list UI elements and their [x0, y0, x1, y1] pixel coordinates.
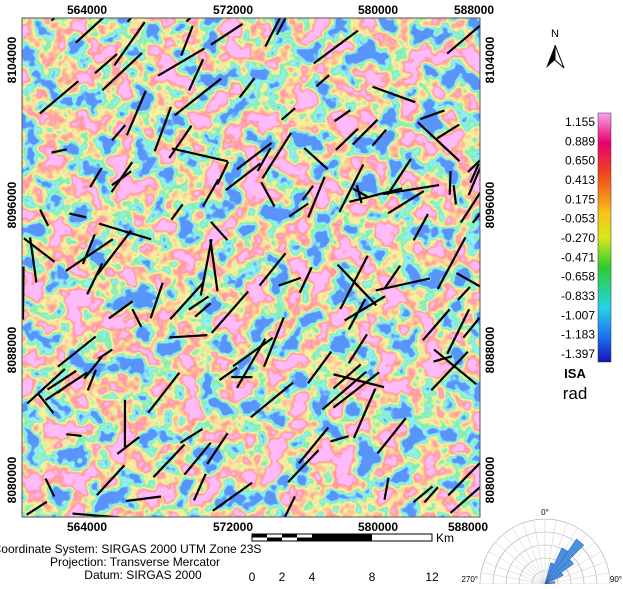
- legend-label: 1.155: [565, 115, 595, 129]
- projection: Projection: Transverse Mercator: [50, 555, 220, 569]
- legend-label: -0.053: [561, 212, 595, 226]
- legend-title: ISA: [564, 366, 586, 381]
- x-label-top: 572000: [213, 3, 253, 17]
- legend-label: -1.183: [561, 328, 595, 342]
- legend-unit: rad: [563, 384, 588, 403]
- scale-tick: 8: [369, 570, 376, 584]
- rose-label: 90°: [610, 575, 622, 584]
- north-label: N: [551, 28, 559, 40]
- north-arrow: N: [546, 28, 564, 68]
- legend-label: 0.175: [565, 192, 595, 206]
- rose-label: 0°: [541, 508, 549, 517]
- legend-label: -0.833: [561, 289, 595, 303]
- x-label-bottom: 580000: [358, 520, 398, 534]
- legend-label: -0.471: [561, 250, 595, 264]
- lineament: [450, 171, 451, 195]
- scale-unit: Km: [436, 531, 454, 545]
- y-label-right: 8096000: [483, 181, 497, 228]
- coordinate-system: Coordinate System: SIRGAS 2000 UTM Zone …: [0, 542, 261, 556]
- y-label-right: 8080000: [483, 456, 497, 503]
- magnetic-map: [22, 18, 480, 517]
- rose-label: 270°: [461, 575, 478, 584]
- scale-tick: 0: [249, 570, 256, 584]
- footer: Coordinate System: SIRGAS 2000 UTM Zone …: [0, 542, 261, 582]
- x-label-top: 580000: [358, 3, 398, 17]
- legend-label: -1.007: [561, 308, 595, 322]
- legend-label: -1.397: [561, 347, 595, 361]
- x-label-bottom: 564000: [67, 520, 107, 534]
- y-label-right: 8088000: [483, 326, 497, 373]
- legend-label: 0.889: [565, 134, 595, 148]
- x-label-top: 564000: [67, 3, 107, 17]
- legend: 1.155 0.889 0.650 0.413 0.175 -0.053 -0.270 -0.…: [561, 115, 595, 361]
- y-label-right: 8104000: [483, 36, 497, 83]
- x-label-top: 588000: [454, 3, 494, 17]
- scale-tick: 2: [279, 570, 286, 584]
- rose-petal: [545, 539, 584, 584]
- scale-tick: 12: [425, 570, 439, 584]
- x-label-bottom: 572000: [213, 520, 253, 534]
- scale-tick: 4: [309, 570, 316, 584]
- scale-bar: 0 2 4 8 12 Km: [249, 531, 454, 584]
- legend-label: 0.413: [565, 173, 595, 187]
- lineament: [23, 267, 24, 320]
- y-label-left: 8088000: [5, 326, 19, 373]
- legend-label: -0.658: [561, 270, 595, 284]
- legend-label: -0.270: [561, 231, 595, 245]
- x-label-bottom: 588000: [448, 520, 488, 534]
- datum: Datum: SIRGAS 2000: [84, 568, 202, 582]
- y-label-left: 8096000: [5, 181, 19, 228]
- y-label-left: 8080000: [5, 456, 19, 503]
- y-label-left: 8104000: [5, 36, 19, 83]
- colorbar: [598, 113, 611, 362]
- legend-label: 0.650: [565, 154, 595, 168]
